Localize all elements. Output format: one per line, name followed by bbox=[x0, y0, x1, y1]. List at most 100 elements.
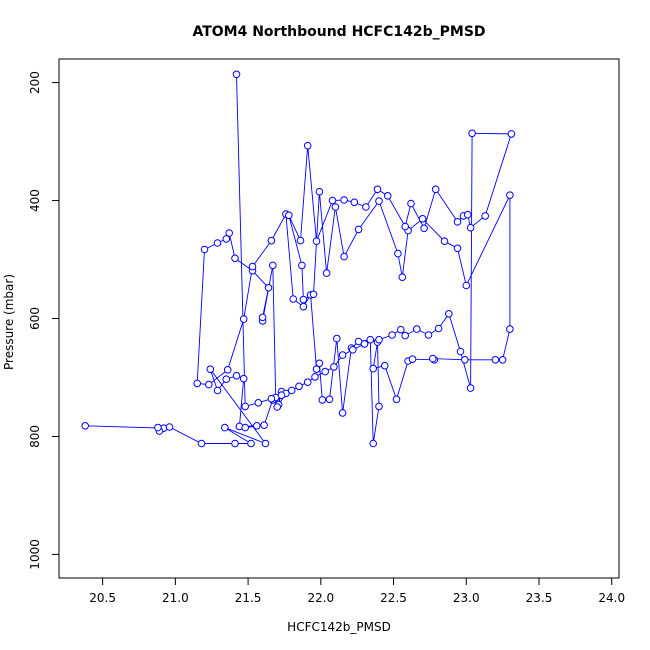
data-point bbox=[445, 310, 453, 318]
data-point bbox=[440, 237, 449, 245]
data-point bbox=[193, 379, 201, 388]
data-point bbox=[394, 249, 402, 258]
x-tick-label: 20.5 bbox=[89, 591, 116, 605]
data-point bbox=[398, 273, 407, 282]
data-point bbox=[295, 382, 303, 391]
data-point bbox=[197, 439, 206, 448]
data-point bbox=[241, 423, 249, 432]
data-point bbox=[375, 335, 383, 344]
data-point bbox=[466, 223, 475, 232]
data-point bbox=[311, 373, 319, 381]
data-point bbox=[383, 192, 392, 200]
data-point bbox=[424, 331, 433, 339]
data-point bbox=[252, 422, 261, 430]
data-point bbox=[285, 211, 293, 220]
series-line bbox=[85, 74, 513, 445]
data-point bbox=[401, 222, 410, 231]
x-tick-label: 21.0 bbox=[162, 591, 189, 605]
data-point bbox=[213, 239, 222, 247]
data-point bbox=[381, 361, 389, 370]
data-point bbox=[413, 325, 421, 333]
data-point bbox=[287, 386, 296, 395]
y-tick-label: 600 bbox=[28, 307, 42, 330]
x-tick-label: 23.5 bbox=[526, 591, 553, 605]
data-point bbox=[369, 364, 378, 373]
data-point bbox=[397, 325, 405, 334]
x-tick-label: 24.0 bbox=[598, 591, 625, 605]
data-point bbox=[431, 185, 440, 194]
data-point bbox=[407, 199, 415, 208]
data-point bbox=[277, 391, 286, 400]
data-point bbox=[261, 439, 270, 448]
data-point bbox=[223, 366, 232, 374]
data-point bbox=[375, 402, 383, 411]
data-point bbox=[205, 380, 213, 389]
data-point bbox=[269, 261, 277, 270]
x-tick-label: 21.5 bbox=[235, 591, 262, 605]
data-point bbox=[231, 439, 239, 448]
data-point bbox=[299, 302, 308, 311]
data-point bbox=[296, 236, 305, 245]
data-point bbox=[303, 141, 312, 150]
data-point bbox=[312, 365, 321, 374]
data-point bbox=[309, 290, 318, 299]
y-tick-label: 800 bbox=[28, 425, 42, 448]
data-point bbox=[239, 315, 248, 323]
data-point bbox=[322, 269, 331, 277]
data-point bbox=[354, 225, 363, 234]
data-point bbox=[463, 210, 472, 219]
data-point bbox=[318, 396, 327, 404]
data-point bbox=[498, 356, 507, 364]
data-point bbox=[506, 191, 514, 199]
data-point bbox=[315, 187, 324, 196]
data-point bbox=[491, 356, 500, 364]
y-tick-label: 200 bbox=[28, 71, 42, 94]
data-point bbox=[349, 346, 357, 354]
data-point bbox=[360, 340, 369, 348]
data-point bbox=[375, 197, 383, 205]
data-point bbox=[362, 203, 370, 211]
chart-title: ATOM4 Northbound HCFC142b_PMSD bbox=[192, 24, 485, 40]
data-point bbox=[299, 295, 308, 304]
data-point bbox=[392, 395, 401, 404]
data-point bbox=[456, 347, 465, 356]
plot-frame bbox=[58, 58, 620, 579]
data-point bbox=[388, 331, 396, 339]
data-point bbox=[453, 218, 462, 226]
data-point bbox=[232, 70, 241, 79]
data-point bbox=[401, 331, 410, 340]
data-point bbox=[222, 375, 231, 384]
data-layer bbox=[81, 70, 516, 448]
data-point bbox=[225, 229, 233, 237]
data-point bbox=[340, 196, 348, 204]
x-tick-label: 23.0 bbox=[453, 591, 480, 605]
data-point bbox=[81, 422, 89, 430]
data-point bbox=[239, 374, 248, 383]
data-point bbox=[366, 335, 375, 344]
data-point bbox=[420, 224, 428, 233]
data-point bbox=[260, 421, 268, 430]
data-point bbox=[303, 378, 312, 387]
data-point bbox=[481, 212, 490, 220]
data-point bbox=[206, 365, 215, 374]
data-point bbox=[331, 203, 340, 211]
data-point bbox=[213, 386, 222, 395]
data-point bbox=[466, 384, 475, 392]
data-point bbox=[165, 423, 174, 431]
data-point bbox=[408, 355, 417, 364]
x-axis-label: HCFC142b_PMSD bbox=[287, 620, 391, 634]
data-point bbox=[267, 236, 276, 245]
data-point bbox=[461, 356, 469, 364]
data-point bbox=[312, 237, 321, 245]
data-point bbox=[506, 325, 514, 333]
data-point bbox=[241, 402, 249, 411]
data-point bbox=[468, 129, 476, 138]
data-point bbox=[321, 367, 330, 376]
data-point bbox=[350, 198, 359, 207]
data-point bbox=[338, 409, 347, 417]
data-point bbox=[434, 324, 443, 333]
data-point bbox=[298, 261, 306, 270]
data-point bbox=[273, 403, 282, 411]
